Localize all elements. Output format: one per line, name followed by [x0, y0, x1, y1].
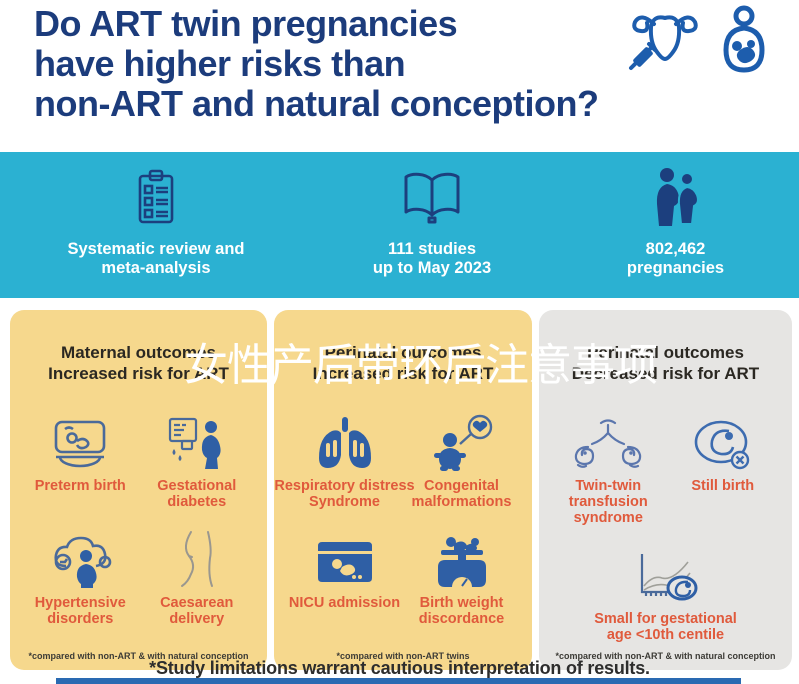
- stat-label: 802,462 pregnancies: [626, 240, 725, 278]
- item-congenital-malformations: Congenital malformations: [403, 413, 520, 510]
- title-section: Do ART twin pregnancies have higher risk…: [0, 0, 799, 152]
- panel-maternal-outcomes: Maternal outcomes Increased risk for ART: [10, 310, 267, 670]
- panel-heading-line1: Perinatal outcomes: [324, 343, 482, 362]
- item-label: Preterm birth: [34, 477, 126, 494]
- panel-heading-line1: Maternal outcomes: [61, 343, 216, 362]
- stat-pregnancies: 802,462 pregnancies: [552, 152, 799, 298]
- panel-heading: Perinatal outcomes Increased risk for AR…: [286, 342, 520, 385]
- panel-heading-line1: Perinatal outcomes: [587, 343, 744, 362]
- header-icons: [621, 4, 773, 74]
- blood-pressure-pregnant-icon: [46, 530, 114, 588]
- panel-heading-line2: Increased risk for ART: [48, 364, 229, 384]
- item-respiratory-distress: Respiratory distress Syndrome: [274, 413, 415, 510]
- glucose-monitor-pregnant-icon: [166, 413, 228, 471]
- panel-heading: Maternal outcomes Increased risk for ART: [22, 342, 255, 385]
- title-line-3: non-ART and natural conception?: [34, 83, 599, 124]
- panel-perinatal-decreased: Perinatal outcomes Decreased risk for AR…: [539, 310, 792, 670]
- item-preterm-birth: Preterm birth: [22, 413, 139, 510]
- stat-studies: 111 studies up to May 2023: [312, 152, 552, 298]
- stat-label: 111 studies up to May 2023: [372, 240, 492, 278]
- growth-chart-fetus-icon: [628, 546, 704, 604]
- page-title: Do ART twin pregnancies have higher risk…: [34, 3, 599, 124]
- clipboard-checklist-icon: [133, 168, 179, 226]
- open-book-icon: [399, 168, 465, 226]
- nicu-incubator-icon: [314, 530, 376, 588]
- stillbirth-icon: [691, 413, 755, 471]
- panel-perinatal-increased: Perinatal outcomes Increased risk for AR…: [274, 310, 532, 670]
- item-caesarean-delivery: Caesarean delivery: [139, 530, 256, 627]
- item-gestational-diabetes: Gestational diabetes: [139, 413, 256, 510]
- item-label: Respiratory distress Syndrome: [274, 477, 415, 510]
- panel-heading: Perinatal outcomes Decreased risk for AR…: [551, 342, 780, 385]
- item-label: Caesarean delivery: [160, 594, 234, 628]
- outcome-panels: Maternal outcomes Increased risk for ART: [10, 310, 792, 670]
- item-label: Still birth: [691, 477, 755, 494]
- item-label: Birth weight discordance: [418, 594, 505, 628]
- footer-note: *Study limitations warrant cautious inte…: [149, 658, 650, 678]
- item-nicu-admission: NICU admission: [286, 530, 403, 627]
- panel-footnote: *compared with non-ART & with natural co…: [555, 650, 776, 661]
- uterus-syringe-icon: [621, 4, 703, 74]
- panel-heading-line2: Increased risk for ART: [312, 364, 494, 384]
- panel-footnote: *compared with non-ART twins: [336, 650, 470, 661]
- item-hypertensive-disorders: Hypertensive disorders: [22, 530, 139, 627]
- panel-footnote: *compared with non-ART & with natural co…: [28, 650, 249, 661]
- bottom-bar: [56, 678, 741, 684]
- panel-heading-line2: Decreased risk for ART: [571, 364, 760, 384]
- baby-magnifier-heart-icon: [430, 413, 494, 471]
- item-label: Hypertensive disorders: [34, 594, 126, 628]
- item-still-birth: Still birth: [666, 413, 781, 527]
- title-line-1: Do ART twin pregnancies: [34, 3, 458, 44]
- item-label: Congenital malformations: [411, 477, 512, 510]
- item-label: Small for gestational age <10th centile: [594, 611, 737, 644]
- pregnant-women-icon: [649, 168, 703, 226]
- pregnant-torso-icon: [175, 530, 219, 588]
- item-label: Twin-twin transfusion syndrome: [568, 477, 648, 526]
- item-twin-twin-transfusion: Twin-twin transfusion syndrome: [551, 413, 666, 527]
- item-birth-weight-discordance: Birth weight discordance: [403, 530, 520, 627]
- weighing-scale-icon: [433, 530, 491, 588]
- title-line-2: have higher risks than: [34, 43, 406, 84]
- stats-banner: Systematic review and meta-analysis 111 …: [0, 152, 799, 298]
- stat-systematic-review: Systematic review and meta-analysis: [0, 152, 312, 298]
- stat-label: Systematic review and meta-analysis: [67, 240, 245, 278]
- watermark-text: 女性产后带环后注意事项: [184, 341, 658, 390]
- twin-fetus-icon: [568, 413, 648, 471]
- item-small-for-gestational-age: Small for gestational age <10th centile: [551, 546, 780, 643]
- incubator-outline-icon: [47, 413, 113, 471]
- mother-twins-icon: [715, 4, 773, 74]
- lungs-icon: [314, 413, 376, 471]
- item-label: Gestational diabetes: [157, 477, 237, 510]
- item-label: NICU admission: [288, 594, 401, 611]
